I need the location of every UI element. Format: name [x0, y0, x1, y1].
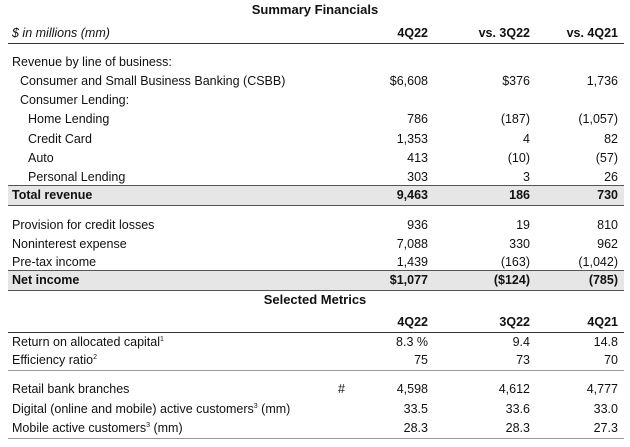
summary-title: Summary Financials — [251, 2, 379, 17]
metrics-title: Selected Metrics — [263, 292, 367, 307]
metric-row: Return on allocated capital1 8.3 % 9.4 1… — [12, 335, 618, 349]
table-row: Provision for credit losses 936 19 810 — [12, 218, 618, 232]
table-row: Home Lending 786 (187) (1,057) — [28, 112, 618, 126]
units-label: $ in millions (mm) — [12, 26, 110, 40]
metrics-header: 4Q22 3Q22 4Q21 — [8, 313, 624, 333]
metric-row: Retail bank branches # 4,598 4,612 4,777 — [12, 382, 618, 396]
table-row: Auto 413 (10) (57) — [28, 151, 618, 165]
revenue-heading: Revenue by line of business: — [12, 55, 172, 69]
table-row: Consumer and Small Business Banking (CSB… — [20, 74, 618, 88]
col-vs-3q22: vs. 3Q22 — [478, 26, 530, 40]
col-4q22: 4Q22 — [397, 26, 428, 40]
table-row: Consumer Lending: — [20, 93, 130, 107]
table-row: Noninterest expense 7,088 330 962 — [12, 237, 618, 251]
table-row: Personal Lending 303 3 26 — [28, 170, 618, 184]
col-vs-4q21: vs. 4Q21 — [566, 26, 618, 40]
metric-row: Digital (online and mobile) active custo… — [12, 402, 618, 416]
table-row: Pre-tax income 1,439 (163) (1,042) — [12, 255, 618, 269]
metric-row: Mobile active customers3 (mm) 28.3 28.3 … — [8, 419, 624, 439]
table-header: $ in millions (mm) 4Q22 vs. 3Q22 vs. 4Q2… — [8, 24, 624, 44]
net-income-row: Net income $1,077 ($124) (785) — [8, 270, 624, 291]
revenue-heading-row: Revenue by line of business: — [8, 53, 624, 72]
table-row: Credit Card 1,353 4 82 — [28, 132, 618, 146]
metric-row: Efficiency ratio2 75 73 70 — [8, 351, 624, 371]
total-revenue-row: Total revenue 9,463 186 730 — [8, 185, 624, 206]
